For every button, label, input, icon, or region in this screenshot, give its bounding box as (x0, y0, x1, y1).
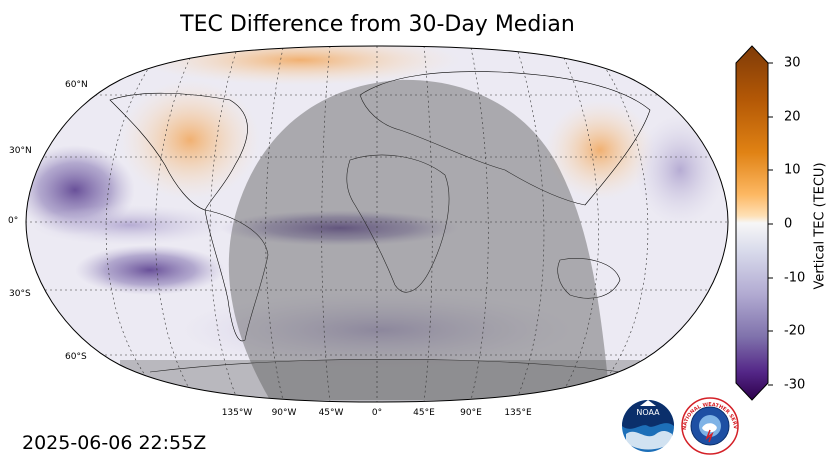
lon-label-135e: 135°E (504, 408, 532, 418)
noaa-logo-icon: NOAA (622, 400, 674, 452)
nws-logo-icon: NATIONAL WEATHER SERVICE (680, 396, 739, 455)
colorbar-tick-0: 0 (784, 216, 793, 232)
colorbar-tick-neg30: -30 (784, 377, 806, 393)
colorbar-tick-10: 10 (784, 162, 801, 178)
colorbar-ticks (768, 62, 773, 386)
lon-label-90e: 90°E (460, 408, 482, 418)
lon-label-45w: 45°W (318, 408, 344, 418)
anomaly-pacific-south (75, 245, 225, 295)
lat-label-60n: 60°N (65, 80, 88, 90)
lon-label-135w: 135°W (221, 408, 253, 418)
coastlines (109, 71, 651, 376)
lat-label-60s: 60°S (65, 352, 87, 362)
lat-label-30n: 30°N (9, 146, 32, 156)
colorbar-tick-30: 30 (784, 55, 801, 71)
noaa-logo-text: NOAA (636, 408, 660, 417)
colorbar-label: Vertical TEC (TECU) (812, 162, 828, 290)
night-shading (228, 79, 610, 400)
lon-label-45e: 45°E (413, 408, 435, 418)
globe-border (25, 45, 729, 403)
colorbar-tick-neg20: -20 (784, 323, 806, 339)
colorbar-tick-20: 20 (784, 109, 801, 125)
anomaly-southern (180, 290, 580, 370)
anomaly-equatorial-pacific (30, 205, 230, 245)
map-title: TEC Difference from 30-Day Median (180, 12, 575, 37)
anomaly-equatorial-atlantic (220, 210, 460, 246)
lat-label-0: 0° (8, 216, 19, 226)
colorbar (735, 45, 773, 401)
colorbar-tick-neg10: -10 (784, 270, 806, 286)
anomaly-arctic (140, 46, 460, 85)
lat-label-30s: 30°S (9, 289, 31, 299)
anomaly-west-pacific (635, 115, 725, 225)
anomaly-east-asia (545, 100, 655, 200)
lon-label-90w: 90°W (271, 408, 297, 418)
polar-night-shading (120, 360, 640, 402)
graticule (26, 46, 728, 402)
globe (26, 46, 728, 402)
colorbar-scale (735, 45, 769, 401)
anomaly-north-america (120, 80, 260, 200)
lon-label-0: 0° (371, 408, 383, 418)
timestamp: 2025-06-06 22:55Z (22, 432, 207, 454)
